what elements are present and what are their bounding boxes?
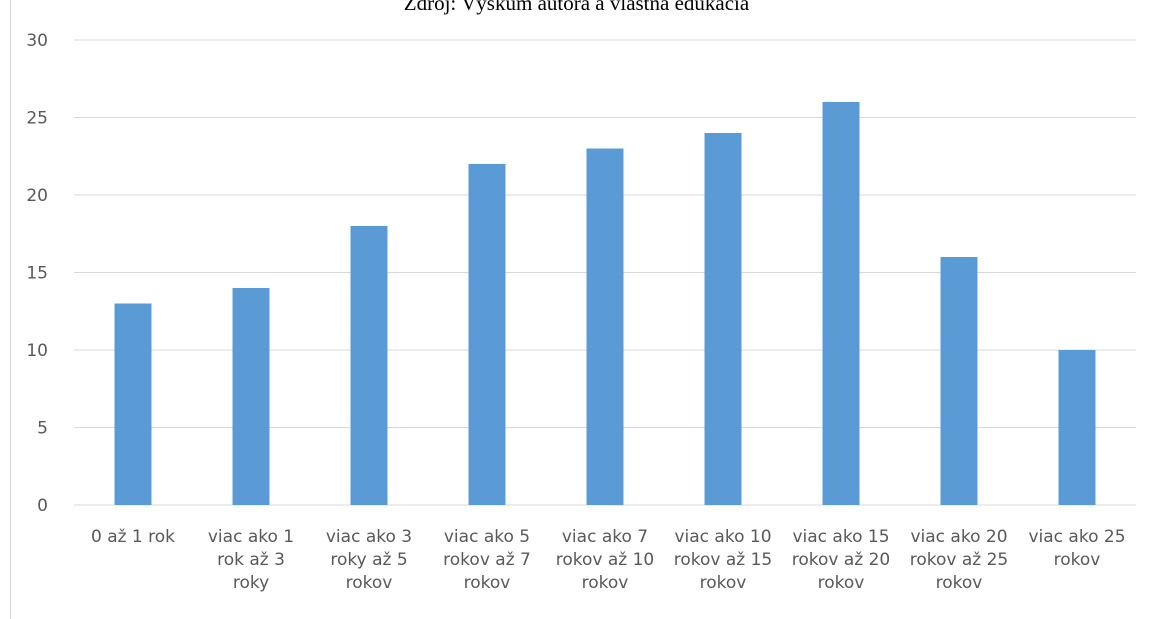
- x-category-label-line: viac ako 3: [326, 527, 412, 547]
- y-tick-label: 0: [37, 496, 48, 516]
- x-category-label: viac ako 20 rokov až 25 rokov: [910, 527, 1009, 593]
- bar-9: [1058, 350, 1096, 505]
- y-tick-label: 15: [26, 264, 48, 284]
- bar-7: [822, 102, 860, 505]
- y-tick-label: 10: [26, 341, 48, 361]
- x-category-label-line: rok až 3: [217, 550, 285, 570]
- x-category-label-line: roky: [233, 573, 269, 593]
- bar-1: [114, 303, 152, 505]
- x-category-label: viac ako 1 rok až 3 roky: [208, 527, 294, 593]
- y-tick-label: 25: [26, 109, 48, 129]
- y-tick-label: 5: [37, 419, 48, 439]
- x-category-label-line: rokov: [818, 573, 865, 593]
- x-category-label-line: rokov až 7: [443, 550, 531, 570]
- x-category-label-line: viac ako 1: [208, 527, 294, 547]
- y-tick-label: 20: [26, 186, 48, 206]
- x-category-label-line: rokov: [346, 573, 393, 593]
- x-category-label-line: rokov: [582, 573, 629, 593]
- x-category-label: viac ako 25 rokov: [1028, 527, 1125, 570]
- bar-6: [704, 133, 742, 505]
- x-category-label: viac ako 7 rokov až 10 rokov: [556, 527, 655, 593]
- x-category-label-line: rokov až 15: [674, 550, 773, 570]
- x-category-label-line: rokov: [464, 573, 511, 593]
- x-category-label-line: viac ako 7: [562, 527, 648, 547]
- bar-8: [940, 257, 978, 505]
- x-category-label: 0 až 1 rok: [91, 527, 175, 547]
- x-category-label-line: viac ako 15: [792, 527, 889, 547]
- y-tick-label: 30: [26, 31, 48, 51]
- x-category-label-line: viac ako 10: [674, 527, 771, 547]
- bars: [114, 102, 1096, 505]
- x-category-label-line: viac ako 25: [1028, 527, 1125, 547]
- bar-4: [468, 164, 506, 505]
- y-axis-tick-labels: 0 5 10 15 20 25 30: [26, 31, 48, 516]
- x-category-label-line: rokov až 10: [556, 550, 655, 570]
- x-category-label-line: 0 až 1 rok: [91, 527, 175, 547]
- x-category-label: viac ako 10 rokov až 15 rokov: [674, 527, 773, 593]
- x-category-label-line: viac ako 20: [910, 527, 1007, 547]
- x-category-label: viac ako 3 roky až 5 rokov: [326, 527, 412, 593]
- x-category-label: viac ako 5 rokov až 7 rokov: [443, 527, 531, 593]
- bar-5: [586, 148, 624, 505]
- x-category-label-line: rokov až 25: [910, 550, 1009, 570]
- x-category-label-line: rokov: [700, 573, 747, 593]
- x-category-label: viac ako 15 rokov až 20 rokov: [792, 527, 891, 593]
- x-category-label-line: rokov: [1054, 550, 1101, 570]
- chart-frame-left-edge: [10, 0, 11, 619]
- source-caption: Zdroj: Výskum autora a vlastná edukácia: [403, 0, 750, 15]
- x-category-label-line: roky až 5: [330, 550, 407, 570]
- x-category-label-line: viac ako 5: [444, 527, 530, 547]
- bar-3: [350, 226, 388, 505]
- x-category-label-line: rokov až 20: [792, 550, 891, 570]
- bar-2: [232, 288, 270, 505]
- x-category-label-line: rokov: [936, 573, 983, 593]
